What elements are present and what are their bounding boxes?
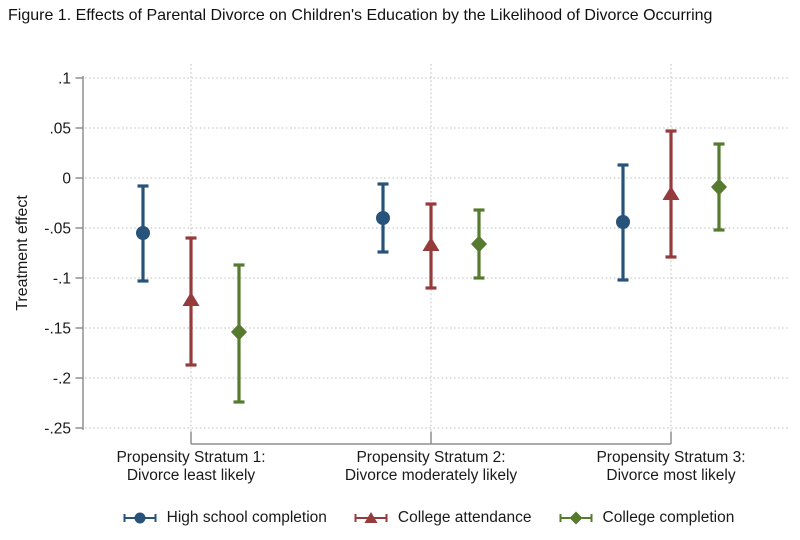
diamond-marker-icon bbox=[559, 511, 592, 525]
marker-circle bbox=[616, 215, 630, 229]
circle-marker-icon bbox=[123, 512, 157, 524]
chart-legend: High school completion College attendance… bbox=[0, 503, 800, 533]
marker-diamond bbox=[711, 178, 727, 196]
legend-label: College attendance bbox=[397, 509, 532, 526]
y-axis-title: Treatment effect bbox=[14, 195, 31, 311]
legend-item-circle: High school completion bbox=[122, 509, 327, 527]
y-tick-label: 0 bbox=[62, 171, 71, 188]
figure-title: Figure 1. Effects of Parental Divorce on… bbox=[8, 7, 713, 24]
y-tick-label: -.15 bbox=[44, 321, 71, 338]
y-tick-label: -.2 bbox=[53, 371, 71, 388]
marker-triangle bbox=[422, 237, 440, 251]
x-category-label-line1: Propensity Stratum 1: bbox=[116, 449, 265, 466]
legend-label: College completion bbox=[602, 509, 735, 526]
marker-diamond bbox=[471, 235, 487, 253]
x-category-label-line2: Divorce moderately likely bbox=[345, 467, 518, 484]
marker-diamond bbox=[231, 323, 247, 341]
marker-circle bbox=[136, 226, 150, 240]
y-tick-label: -.1 bbox=[53, 271, 71, 288]
y-tick-label: .1 bbox=[58, 71, 71, 88]
legend-item-diamond: College completion bbox=[558, 509, 735, 527]
x-category-label-line2: Divorce most likely bbox=[606, 467, 735, 484]
y-tick-label: -.25 bbox=[44, 421, 71, 438]
legend-item-triangle: College attendance bbox=[353, 509, 532, 527]
legend-label: High school completion bbox=[166, 509, 327, 526]
marker-circle bbox=[376, 211, 390, 225]
marker-triangle bbox=[662, 186, 680, 200]
y-tick-label: -.05 bbox=[44, 221, 71, 238]
x-category-label-line2: Divorce least likely bbox=[127, 467, 256, 484]
triangle-marker-icon bbox=[354, 512, 388, 523]
y-tick-label: .05 bbox=[49, 121, 71, 138]
x-category-label-line1: Propensity Stratum 2: bbox=[356, 449, 505, 466]
x-category-label-line1: Propensity Stratum 3: bbox=[596, 449, 745, 466]
marker-triangle bbox=[182, 292, 200, 306]
